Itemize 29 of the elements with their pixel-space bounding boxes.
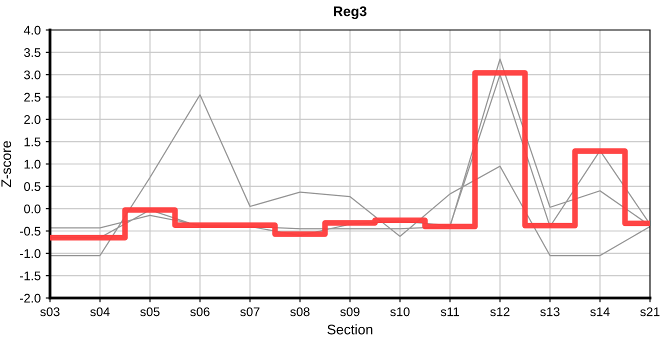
x-tick-label: s11 [440, 307, 460, 316]
y-tick-label: -1.5 [20, 272, 40, 280]
y-tick-label: 3.0 [24, 70, 40, 80]
y-tick-label: 2.5 [24, 92, 40, 102]
x-tick-label: s08 [290, 307, 310, 316]
x-tick-label: s14 [590, 307, 610, 316]
x-tick-label: s12 [490, 307, 510, 316]
x-tick-label: s21 [640, 307, 660, 316]
x-tick-label: s13 [540, 307, 560, 316]
x-tick-label: s09 [340, 307, 360, 316]
y-tick-label: 2.0 [24, 115, 40, 124]
y-tick-label: 0.0 [24, 204, 40, 214]
x-tick-label: s03 [40, 307, 60, 316]
y-tick-label: -0.5 [20, 226, 40, 236]
y-tick-label: 1.0 [24, 160, 40, 169]
y-tick-label: 1.5 [24, 138, 40, 146]
x-tick-label: s07 [240, 307, 260, 316]
y-tick-label: -2.0 [20, 294, 40, 303]
x-axis-title: Section [327, 324, 372, 334]
x-tick-label: s05 [140, 307, 160, 316]
x-tick-label: s06 [190, 307, 210, 316]
y-tick-label: -1.0 [20, 249, 40, 258]
y-tick-label: 0.5 [24, 182, 40, 191]
y-tick-label: 4.0 [24, 26, 40, 35]
y-axis-title: Z-score [1, 141, 12, 188]
x-tick-label: s04 [90, 307, 110, 316]
x-tick-label: s10 [390, 307, 410, 316]
chart-title: Reg3 [334, 6, 366, 20]
y-tick-label: 3.5 [24, 48, 40, 57]
